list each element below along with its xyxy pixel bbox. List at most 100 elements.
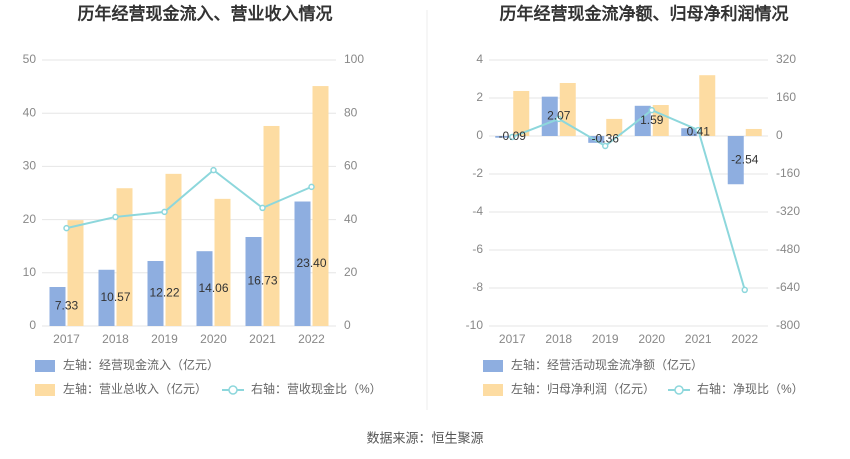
y2-tick-label: 60 [344,159,358,173]
line [66,168,312,230]
value-label: -2.54 [731,152,759,166]
bar [745,128,762,136]
bar [116,188,133,326]
value-label: 16.73 [247,274,277,288]
y-tick-label: 0 [29,318,36,332]
y-tick-label: -6 [472,242,483,256]
bar [67,220,84,326]
y2-tick-label: -320 [776,204,800,218]
y2-tick-label: -480 [776,242,800,256]
value-label: 7.33 [55,299,79,313]
chart-title: 历年经营现金流净额、归母净利润情况 [500,3,789,23]
legend-label: 右轴：营收现金比（%） [251,381,382,396]
y-tick-label: 0 [476,128,483,142]
bar [147,260,164,326]
legend-label: 左轴：归母净利润（亿元） [511,381,655,396]
value-label: 1.59 [640,113,664,127]
source: 数据来源：恒生聚源 [366,430,483,445]
bar [727,136,744,185]
line-point [259,204,266,212]
bar [165,173,182,326]
legend-swatch [35,360,55,372]
line [511,108,746,291]
bar [588,136,605,143]
x-tick-label: 2020 [200,332,227,346]
x-tick-label: 2022 [298,332,325,346]
value-label: -0.09 [499,129,527,143]
y-tick-label: 20 [23,212,37,226]
value-label: 10.57 [100,290,130,304]
y2-tick-label: 40 [344,212,358,226]
legend-label: 左轴：经营活动现金流净额（亿元） [511,357,703,372]
y-tick-label: 50 [23,52,37,66]
y-tick-label: -4 [472,204,483,218]
x-tick-label: 2017 [53,332,80,346]
y2-tick-label: -640 [776,280,800,294]
x-tick-label: 2020 [638,332,665,346]
line-point [161,208,168,216]
line-point [695,126,702,134]
y-tick-label: -8 [472,280,483,294]
legend-marker [674,385,684,395]
legend-label: 右轴：净现比（%） [697,381,804,396]
x-tick-label: 2019 [151,332,178,346]
legend-marker [228,385,238,395]
value-label: -0.36 [592,132,620,146]
x-tick-label: 2021 [249,332,276,346]
y2-tick-label: 320 [776,52,796,66]
bar [49,287,66,326]
line-point [602,142,609,150]
bar [495,136,512,138]
value-label: 2.07 [547,109,571,123]
legend-swatch [483,360,503,372]
line-point [509,133,516,141]
bar [312,86,329,327]
y-tick-label: -10 [466,318,484,332]
x-tick-label: 2021 [685,332,712,346]
value-label: 12.22 [149,286,179,300]
legend-swatch [35,384,55,396]
x-tick-label: 2019 [592,332,619,346]
line-point [648,106,655,114]
line-point [555,115,562,123]
bar [263,125,280,326]
bar [294,201,311,326]
y2-tick-label: -160 [776,166,800,180]
y2-tick-label: 20 [344,265,358,279]
y2-tick-label: 0 [344,318,351,332]
bar [196,251,213,326]
y2-tick-label: -800 [776,318,800,332]
value-label: 23.40 [296,256,326,270]
bar [541,96,558,136]
x-tick-label: 2018 [545,332,572,346]
y-tick-label: -2 [472,166,483,180]
bar [699,75,716,136]
x-tick-label: 2017 [499,332,526,346]
legend-label: 左轴：营业总收入（亿元） [63,381,207,396]
x-tick-label: 2018 [102,332,129,346]
legend-swatch [483,384,503,396]
line-point [210,166,217,174]
line-point [112,213,119,221]
bar [98,269,115,326]
value-label: 14.06 [198,281,228,295]
y-tick-label: 10 [23,265,37,279]
bar [606,118,623,136]
bar [214,198,231,326]
y2-tick-label: 0 [776,128,783,142]
y2-tick-label: 80 [344,105,358,119]
line-point [308,183,315,191]
chart-title: 历年经营现金流入、营业收入情况 [78,3,333,23]
value-label: 0.41 [687,124,711,138]
line-point [63,224,70,232]
y2-tick-label: 160 [776,90,796,104]
y-tick-label: 4 [476,52,483,66]
line-point [741,286,748,294]
bar [513,90,530,136]
y-tick-label: 2 [476,90,483,104]
y-tick-label: 30 [23,159,37,173]
y2-tick-label: 100 [344,52,364,66]
bar [245,236,262,326]
x-tick-label: 2022 [731,332,758,346]
